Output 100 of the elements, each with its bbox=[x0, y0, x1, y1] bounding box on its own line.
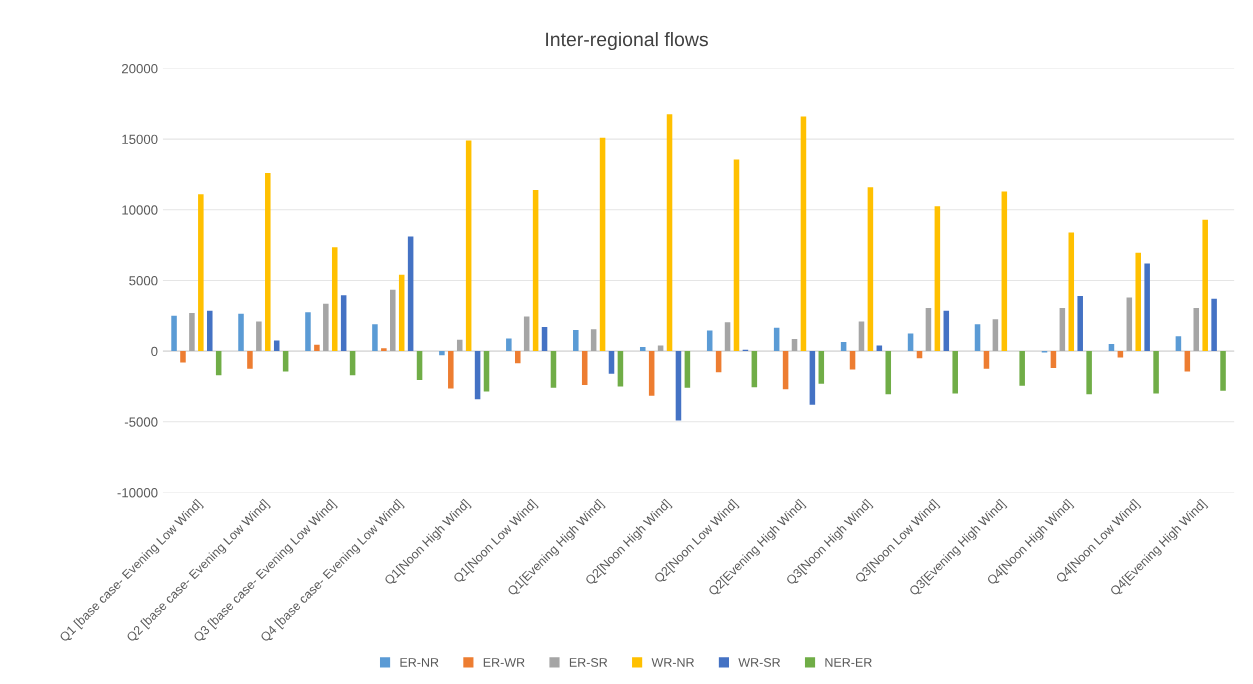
bar bbox=[398, 274, 405, 352]
bar bbox=[1144, 263, 1150, 352]
bar bbox=[1019, 351, 1025, 386]
bar bbox=[247, 351, 253, 369]
y-tick-label: 20000 bbox=[122, 63, 158, 74]
bar bbox=[506, 338, 512, 352]
bar bbox=[265, 173, 271, 352]
bar bbox=[523, 316, 530, 352]
bar bbox=[876, 345, 883, 352]
bar bbox=[282, 351, 289, 372]
bar bbox=[407, 236, 414, 352]
bar bbox=[1153, 351, 1159, 394]
bar bbox=[1175, 336, 1182, 352]
bar bbox=[390, 289, 396, 352]
bar bbox=[171, 315, 177, 352]
bar bbox=[952, 351, 958, 394]
bar bbox=[608, 351, 615, 374]
bar bbox=[483, 351, 490, 392]
bar bbox=[515, 351, 521, 364]
bar bbox=[809, 351, 816, 405]
bar bbox=[1202, 219, 1208, 352]
legend-label: ER-NR bbox=[400, 658, 439, 667]
bar bbox=[1184, 351, 1191, 372]
bar bbox=[439, 351, 445, 356]
bar bbox=[724, 322, 731, 352]
bar bbox=[349, 351, 356, 376]
bar bbox=[198, 194, 204, 352]
y-tick-label: 10000 bbox=[122, 205, 158, 215]
bar bbox=[1059, 308, 1066, 352]
chart-title: Inter-regional flows bbox=[546, 31, 708, 51]
bar bbox=[532, 189, 539, 352]
bar bbox=[684, 351, 691, 388]
bar bbox=[867, 187, 874, 352]
bar bbox=[943, 310, 950, 352]
bar bbox=[715, 351, 722, 373]
bar bbox=[581, 351, 588, 386]
bar bbox=[1050, 351, 1057, 369]
bar bbox=[925, 308, 932, 352]
y-tick-label: -5000 bbox=[124, 417, 158, 427]
bar bbox=[1108, 344, 1115, 352]
bar bbox=[599, 137, 606, 352]
legend-label: NER-ER bbox=[825, 658, 872, 667]
bar bbox=[1220, 351, 1226, 391]
bar bbox=[541, 327, 548, 352]
bar bbox=[657, 345, 664, 352]
bar bbox=[456, 339, 463, 352]
bar bbox=[305, 312, 311, 352]
bar bbox=[791, 339, 798, 352]
bar bbox=[1193, 308, 1200, 352]
bar bbox=[907, 333, 914, 352]
bar bbox=[916, 351, 923, 359]
bar bbox=[340, 295, 347, 352]
bar bbox=[858, 321, 865, 352]
bar bbox=[550, 351, 557, 388]
bar bbox=[782, 351, 789, 390]
bar bbox=[992, 319, 999, 352]
bar bbox=[215, 351, 222, 376]
bar bbox=[1086, 351, 1092, 395]
y-tick-label: 5000 bbox=[129, 276, 158, 286]
bar bbox=[314, 344, 320, 352]
y-tick-label: 0 bbox=[151, 346, 158, 357]
bar bbox=[381, 348, 387, 352]
bar bbox=[189, 312, 195, 352]
bar bbox=[1135, 252, 1141, 352]
bar bbox=[448, 351, 454, 389]
bar bbox=[666, 114, 673, 352]
bar bbox=[256, 321, 262, 352]
bar bbox=[1068, 232, 1075, 352]
bar bbox=[1001, 191, 1008, 352]
bar bbox=[238, 313, 244, 352]
bar bbox=[733, 159, 740, 352]
bar bbox=[675, 351, 682, 421]
bar bbox=[573, 329, 579, 352]
bar bbox=[648, 351, 655, 396]
bar bbox=[372, 324, 378, 352]
bar bbox=[885, 351, 892, 395]
bar bbox=[1126, 297, 1133, 352]
bar bbox=[818, 351, 825, 384]
legend-label: WR-NR bbox=[651, 658, 694, 667]
bar bbox=[590, 329, 597, 352]
y-tick-label: 15000 bbox=[122, 134, 158, 144]
bar bbox=[983, 351, 990, 369]
bar bbox=[1077, 295, 1083, 352]
bar bbox=[206, 310, 213, 352]
bar bbox=[934, 206, 941, 352]
bar bbox=[331, 247, 338, 352]
bar bbox=[323, 303, 329, 352]
bar bbox=[639, 346, 646, 352]
legend-label: WR-SR bbox=[738, 658, 781, 667]
bar bbox=[974, 324, 981, 352]
legend-label: ER-SR bbox=[569, 658, 608, 667]
bar bbox=[800, 116, 807, 352]
bar bbox=[751, 351, 758, 388]
legend-label: ER-WR bbox=[483, 658, 525, 667]
bar bbox=[416, 351, 423, 381]
bar bbox=[465, 140, 472, 352]
bar bbox=[1211, 298, 1217, 352]
y-tick-label: -10000 bbox=[117, 488, 158, 498]
bar bbox=[180, 351, 186, 363]
bar bbox=[474, 351, 481, 400]
